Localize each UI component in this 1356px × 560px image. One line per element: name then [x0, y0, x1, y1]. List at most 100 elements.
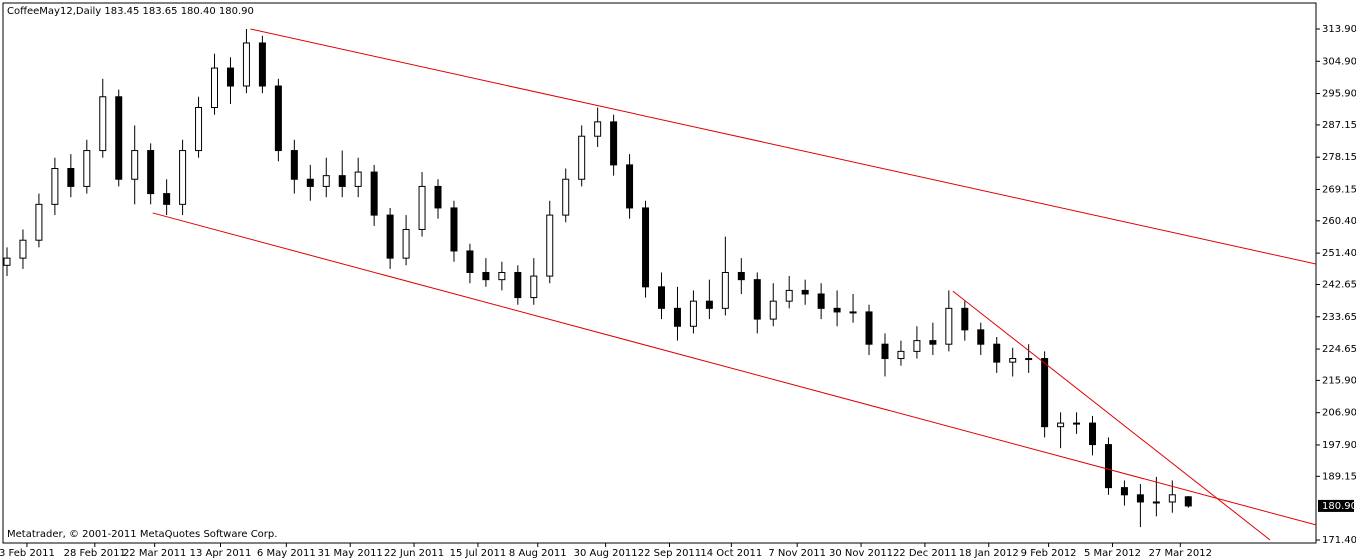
y-tick-label: 287.15	[1322, 120, 1356, 131]
candle-body	[99, 96, 107, 152]
last-price-box	[1318, 499, 1354, 512]
x-tick-label: 22 Jun 2011	[384, 548, 444, 559]
candle-body	[1073, 422, 1081, 425]
candle-body	[131, 150, 139, 180]
candle-body	[737, 271, 745, 281]
x-tick-label: 9 Feb 2012	[1021, 548, 1077, 559]
candle-body	[179, 150, 187, 205]
candle-body	[386, 214, 394, 259]
candle-body	[258, 42, 266, 87]
candle-body	[354, 171, 362, 187]
candle-body	[705, 300, 713, 309]
y-tick-label: 206.90	[1322, 408, 1356, 419]
candle-body	[849, 311, 857, 314]
candle-body	[147, 150, 155, 195]
y-tick-label: 251.40	[1322, 248, 1356, 259]
candle-body	[881, 343, 889, 360]
candle-body	[833, 307, 841, 313]
y-tick-label: 197.90	[1322, 440, 1356, 451]
candle-body	[402, 228, 410, 259]
last-price-label: 180.90	[1322, 501, 1356, 512]
plot-area	[2, 2, 1317, 544]
x-tick-label: 14 Oct 2011	[700, 548, 762, 559]
candle-body	[610, 121, 618, 166]
y-tick-label: 260.40	[1322, 216, 1356, 227]
y-tick-label: 313.90	[1322, 24, 1356, 35]
x-tick-label: 27 Mar 2012	[1149, 548, 1212, 559]
x-tick-label: 13 Apr 2011	[190, 548, 252, 559]
candle-body	[274, 85, 282, 152]
candle-body	[211, 67, 219, 109]
candle-body	[115, 96, 123, 180]
candle-body	[769, 300, 777, 320]
y-tick-label: 215.90	[1322, 375, 1356, 386]
candle-body	[801, 289, 809, 295]
candle-body	[67, 167, 75, 187]
y-tick-label: 224.65	[1322, 344, 1356, 355]
candle-body	[753, 279, 761, 320]
candle-body	[498, 271, 506, 281]
candle-body	[1184, 496, 1192, 507]
candle-body	[594, 121, 602, 137]
candle-body	[370, 171, 378, 216]
x-tick-label: 22 Sep 2011	[638, 548, 701, 559]
candle-body	[19, 239, 27, 259]
trend-line	[250, 28, 1316, 265]
candle-body	[578, 135, 586, 180]
candle-body	[322, 175, 330, 187]
candle-body	[945, 307, 953, 345]
x-tick-label: 8 Aug 2011	[509, 548, 567, 559]
candle-body	[290, 150, 298, 180]
candle-body	[35, 203, 43, 241]
x-tick-label: 5 Mar 2012	[1084, 548, 1141, 559]
candle-body	[1089, 422, 1097, 446]
candle-body	[977, 329, 985, 345]
candle-body	[673, 307, 681, 327]
candle-body	[1025, 358, 1033, 361]
x-tick-label: 28 Feb 2011	[64, 548, 126, 559]
candle-body	[466, 250, 474, 273]
x-tick-label: 30 Nov 2011	[829, 548, 893, 559]
x-tick-label: 22 Dec 2011	[893, 548, 957, 559]
candle-body	[226, 67, 234, 87]
candle-body	[163, 193, 171, 205]
candle-body	[450, 207, 458, 252]
x-tick-label: 18 Jan 2012	[959, 548, 1019, 559]
x-tick-label: 6 May 2011	[257, 548, 316, 559]
candle-body	[817, 293, 825, 309]
trend-line	[952, 290, 1271, 541]
candle-body	[1009, 358, 1017, 363]
chart-title: CoffeeMay12,Daily 183.45 183.65 180.40 1…	[7, 6, 254, 17]
candle-body	[1041, 358, 1049, 428]
x-tick-label: 3 Feb 2011	[0, 548, 55, 559]
y-tick-label: 171.40	[1322, 535, 1356, 546]
y-tick-label: 189.15	[1322, 471, 1356, 482]
candle-body	[785, 289, 793, 302]
candle-body	[961, 307, 969, 331]
y-tick-label: 278.15	[1322, 152, 1356, 163]
y-tick-label: 233.65	[1322, 312, 1356, 323]
candle-body	[1136, 494, 1144, 503]
candle-body	[993, 343, 1001, 363]
candle-body	[1104, 444, 1112, 489]
candle-body	[913, 340, 921, 352]
y-tick-label: 242.65	[1322, 279, 1356, 290]
candle-body	[1120, 487, 1128, 496]
y-tick-label: 304.90	[1322, 56, 1356, 67]
candle-body	[929, 340, 937, 345]
x-tick-label: 30 Aug 2011	[574, 548, 638, 559]
candle-body	[3, 257, 11, 266]
candle-body	[546, 214, 554, 277]
x-tick-label: 22 Mar 2011	[123, 548, 186, 559]
candle-body	[657, 286, 665, 309]
candle-body	[418, 185, 426, 230]
candle-body	[642, 207, 650, 288]
candle-body	[514, 271, 522, 299]
trend-line	[152, 212, 1316, 526]
candle-body	[434, 185, 442, 209]
y-tick-label: 295.90	[1322, 89, 1356, 100]
candle-body	[865, 311, 873, 345]
candle-body	[1057, 422, 1065, 428]
candle-body	[721, 271, 729, 309]
